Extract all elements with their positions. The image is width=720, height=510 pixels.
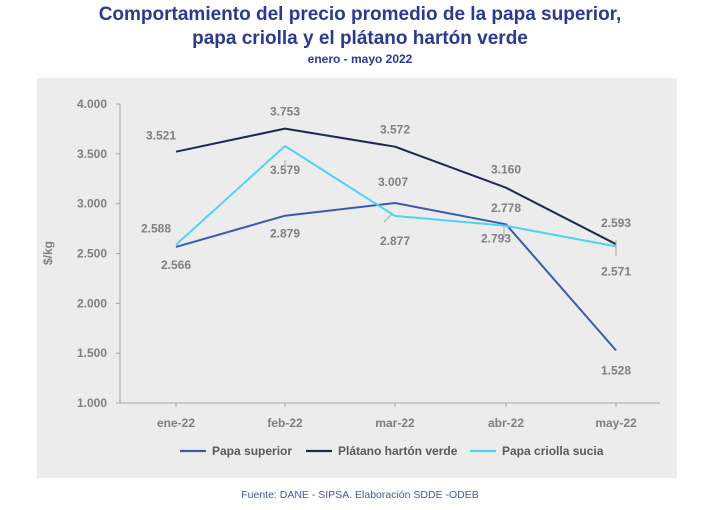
data-label: 2.778 [491, 201, 521, 215]
series-line-2 [175, 145, 617, 248]
y-tick-label: 3.000 [77, 197, 107, 211]
data-label: 3.753 [270, 105, 300, 119]
legend-item: Papa superior [180, 444, 292, 458]
x-tick-label: may-22 [595, 416, 637, 430]
data-label: 2.588 [141, 222, 171, 236]
legend-item: Plátano hartón verde [306, 444, 458, 458]
chart-title-line1: Comportamiento del precio promedio de la… [98, 4, 622, 25]
data-label: 2.571 [601, 264, 631, 278]
x-tick-label: feb-22 [267, 416, 303, 430]
data-label: 3.521 [146, 129, 176, 143]
data-label: 3.572 [380, 123, 410, 137]
data-label: 1.528 [601, 363, 631, 377]
data-label: 2.593 [601, 216, 631, 230]
chart-panel [37, 78, 677, 478]
legend-label: Papa criolla sucia [502, 444, 604, 458]
data-label: 2.877 [380, 234, 410, 248]
y-tick-label: 2.000 [77, 296, 107, 310]
x-tick-label: mar-22 [375, 416, 415, 430]
y-tick-label: 2.500 [77, 247, 107, 261]
y-tick-label: 3.500 [77, 147, 107, 161]
legend-item: Papa criolla sucia [470, 444, 604, 458]
series-line-0 [175, 202, 617, 352]
x-tick-label: abr-22 [488, 416, 524, 430]
data-label: 3.007 [378, 175, 408, 189]
y-tick-label: 1.500 [77, 346, 107, 360]
legend-label: Plátano hartón verde [338, 444, 458, 458]
source-note: Fuente: DANE - SIPSA. Elaboración SDDE -… [241, 489, 479, 501]
x-tick-label: ene-22 [157, 416, 195, 430]
chart-subtitle: enero - mayo 2022 [307, 52, 413, 66]
chart-title-line2: papa criolla y el plátano hartón verde [192, 28, 528, 49]
y-axis-label: $/kg [41, 241, 55, 265]
y-tick-label: 1.000 [77, 396, 107, 410]
legend-label: Papa superior [212, 444, 292, 458]
data-label: 2.566 [161, 258, 191, 272]
data-label: 2.793 [481, 231, 511, 245]
data-label: 3.160 [491, 163, 521, 177]
data-label: 2.879 [270, 227, 300, 241]
y-tick-label: 4.000 [77, 97, 107, 111]
leader-line [383, 213, 393, 223]
